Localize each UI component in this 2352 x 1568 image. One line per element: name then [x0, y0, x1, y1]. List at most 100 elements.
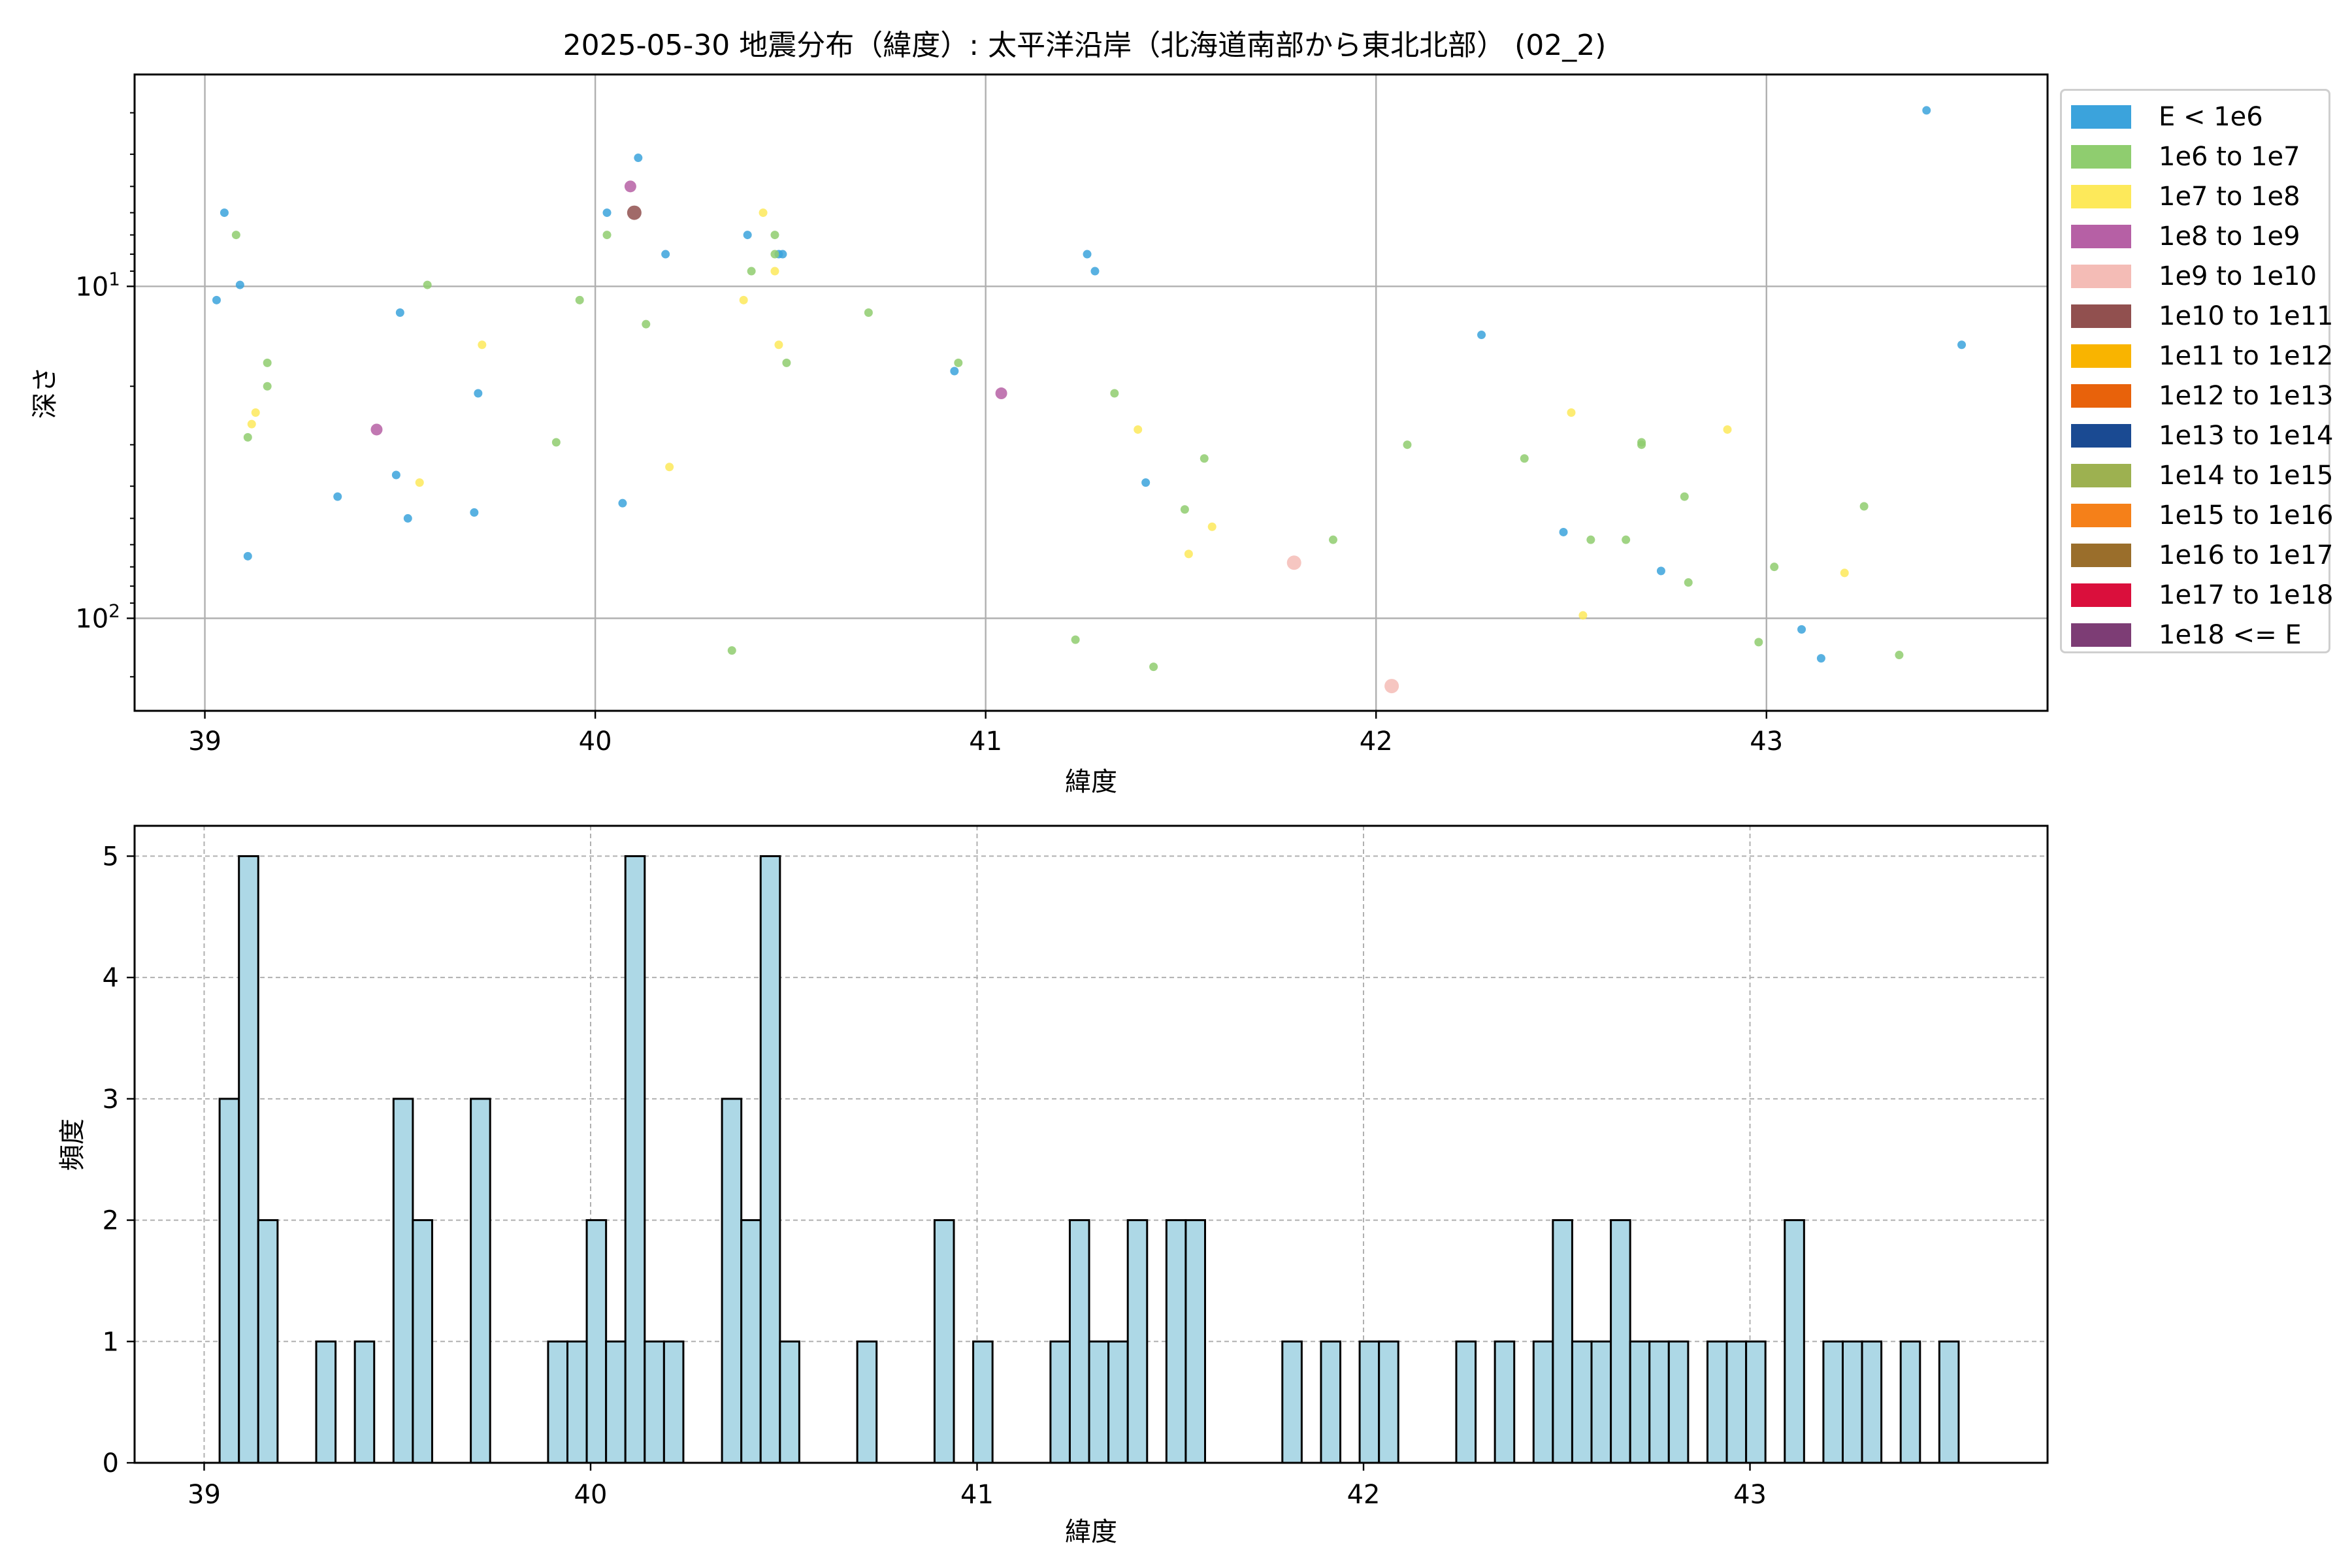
- histogram-bar: [547, 1340, 568, 1464]
- scatter-point: [782, 358, 791, 367]
- histogram-x-tick-label: 41: [960, 1480, 994, 1510]
- scatter-point: [1797, 625, 1806, 634]
- histogram-bar: [470, 1098, 491, 1464]
- scatter-point: [1895, 651, 1904, 660]
- scatter-chart: 2025-05-30 地震分布（緯度）: 太平洋沿岸（北海道南部から東北北部） …: [30, 29, 2049, 797]
- scatter-point: [770, 250, 779, 259]
- legend-item: 1e13 to 1e14: [2071, 419, 2334, 453]
- legend-item: 1e12 to 1e13: [2071, 379, 2334, 413]
- legend-label: 1e11 to 1e12: [2159, 341, 2334, 371]
- scatter-point: [1656, 566, 1665, 576]
- scatter-point: [247, 419, 256, 429]
- scatter-point: [661, 250, 670, 259]
- scatter-point: [1184, 549, 1193, 559]
- scatter-point: [1567, 408, 1576, 417]
- legend-swatch: [2071, 145, 2131, 169]
- histogram-y-tick-label: 2: [103, 1206, 119, 1236]
- scatter-point: [1559, 527, 1568, 536]
- histogram-bar: [1822, 1340, 1844, 1464]
- scatter-point: [665, 463, 674, 472]
- scatter-point: [1286, 555, 1301, 570]
- histogram-bar: [1126, 1219, 1149, 1464]
- histogram-bar: [1571, 1340, 1593, 1464]
- scatter-point: [1622, 535, 1631, 544]
- scatter-y-axis-label: 深さ: [30, 367, 60, 419]
- scatter-x-tick-label: 40: [579, 727, 612, 757]
- histogram-bar: [972, 1340, 994, 1464]
- legend-label: 1e14 to 1e15: [2159, 461, 2334, 491]
- histogram-x-axis-label: 緯度: [1065, 1517, 1117, 1547]
- scatter-point: [1957, 340, 1967, 350]
- scatter-point: [864, 308, 873, 318]
- histogram-bar: [1745, 1340, 1767, 1464]
- scatter-point: [727, 646, 736, 655]
- histogram-bar: [740, 1219, 762, 1464]
- histogram-bar: [1861, 1340, 1883, 1464]
- histogram-bar: [1667, 1340, 1690, 1464]
- scatter-point: [1840, 568, 1849, 578]
- histogram-bars: [218, 855, 1960, 1464]
- scatter-point: [470, 508, 479, 517]
- legend-label: 1e15 to 1e16: [2159, 500, 2334, 531]
- legend-label: 1e6 to 1e7: [2159, 142, 2300, 172]
- scatter-point: [950, 367, 959, 376]
- legend-item: 1e18 <= E: [2071, 618, 2326, 652]
- legend-item: 1e8 to 1e9: [2071, 220, 2326, 253]
- scatter-point: [1134, 425, 1143, 434]
- scatter-point: [1141, 478, 1151, 487]
- legend-label: 1e9 to 1e10: [2159, 261, 2317, 291]
- histogram-bar: [1552, 1219, 1573, 1464]
- legend-item: 1e7 to 1e8: [2071, 180, 2326, 214]
- histogram-bar: [1088, 1340, 1110, 1464]
- scatter-point: [1680, 492, 1689, 501]
- scatter-point: [415, 478, 424, 487]
- legend-item: 1e14 to 1e15: [2071, 459, 2334, 493]
- histogram-bar: [1281, 1340, 1303, 1464]
- histogram-bar: [933, 1219, 955, 1464]
- histogram-y-tick-label: 4: [103, 963, 119, 993]
- histogram-bar: [779, 1340, 800, 1464]
- scatter-point: [743, 231, 752, 240]
- histogram-bar: [1455, 1340, 1477, 1464]
- scatter-point: [1180, 505, 1189, 514]
- scatter-point: [1110, 389, 1119, 398]
- histogram-bar: [1068, 1219, 1090, 1464]
- scatter-point: [1859, 502, 1869, 511]
- histogram-x-tick-label: 39: [188, 1480, 221, 1510]
- scatter-x-axis-label: 緯度: [1065, 767, 1117, 797]
- histogram-bar: [1107, 1340, 1129, 1464]
- histogram-bar: [1049, 1340, 1071, 1464]
- histogram-bar: [218, 1098, 240, 1464]
- scatter-point: [1083, 250, 1092, 259]
- histogram-bar: [759, 855, 781, 1464]
- histogram-bar: [1648, 1340, 1670, 1464]
- scatter-point: [263, 358, 272, 367]
- histogram-y-tick-label: 0: [103, 1448, 119, 1478]
- legend-swatch: [2071, 105, 2131, 129]
- legend-label: 1e16 to 1e17: [2159, 540, 2334, 570]
- scatter-point: [1403, 440, 1412, 449]
- scatter-x-tick-label: 39: [188, 727, 221, 757]
- scatter-point: [1207, 522, 1217, 531]
- histogram-bar: [644, 1340, 665, 1464]
- legend-label: 1e13 to 1e14: [2159, 421, 2334, 451]
- histogram-ticks: 0 1 2 3 4 5 39 40 41 42 43: [103, 841, 1767, 1510]
- scatter-ticks: 39 40 41 42 43 101 102: [75, 112, 1783, 757]
- scatter-point: [423, 280, 432, 289]
- scatter-point: [235, 280, 244, 289]
- histogram-y-axis-label: 頻度: [57, 1119, 88, 1171]
- histogram-chart: 0 1 2 3 4 5 39 40 41 42 43 緯度 頻度: [57, 825, 2049, 1547]
- histogram-bar: [1378, 1340, 1399, 1464]
- scatter-point: [1770, 563, 1779, 572]
- scatter-x-tick-label: 43: [1750, 727, 1783, 757]
- histogram-x-tick-label: 42: [1347, 1480, 1380, 1510]
- histogram-plot-area: [133, 825, 2049, 1464]
- scatter-point: [747, 267, 756, 276]
- legend-label: 1e17 to 1e18: [2159, 580, 2334, 610]
- histogram-bar: [1494, 1340, 1516, 1464]
- scatter-points: [212, 106, 1967, 694]
- histogram-y-tick-label: 1: [103, 1327, 119, 1357]
- legend-swatch: [2071, 583, 2131, 607]
- legend-item: 1e16 to 1e17: [2071, 538, 2334, 572]
- histogram-bar: [1184, 1219, 1206, 1464]
